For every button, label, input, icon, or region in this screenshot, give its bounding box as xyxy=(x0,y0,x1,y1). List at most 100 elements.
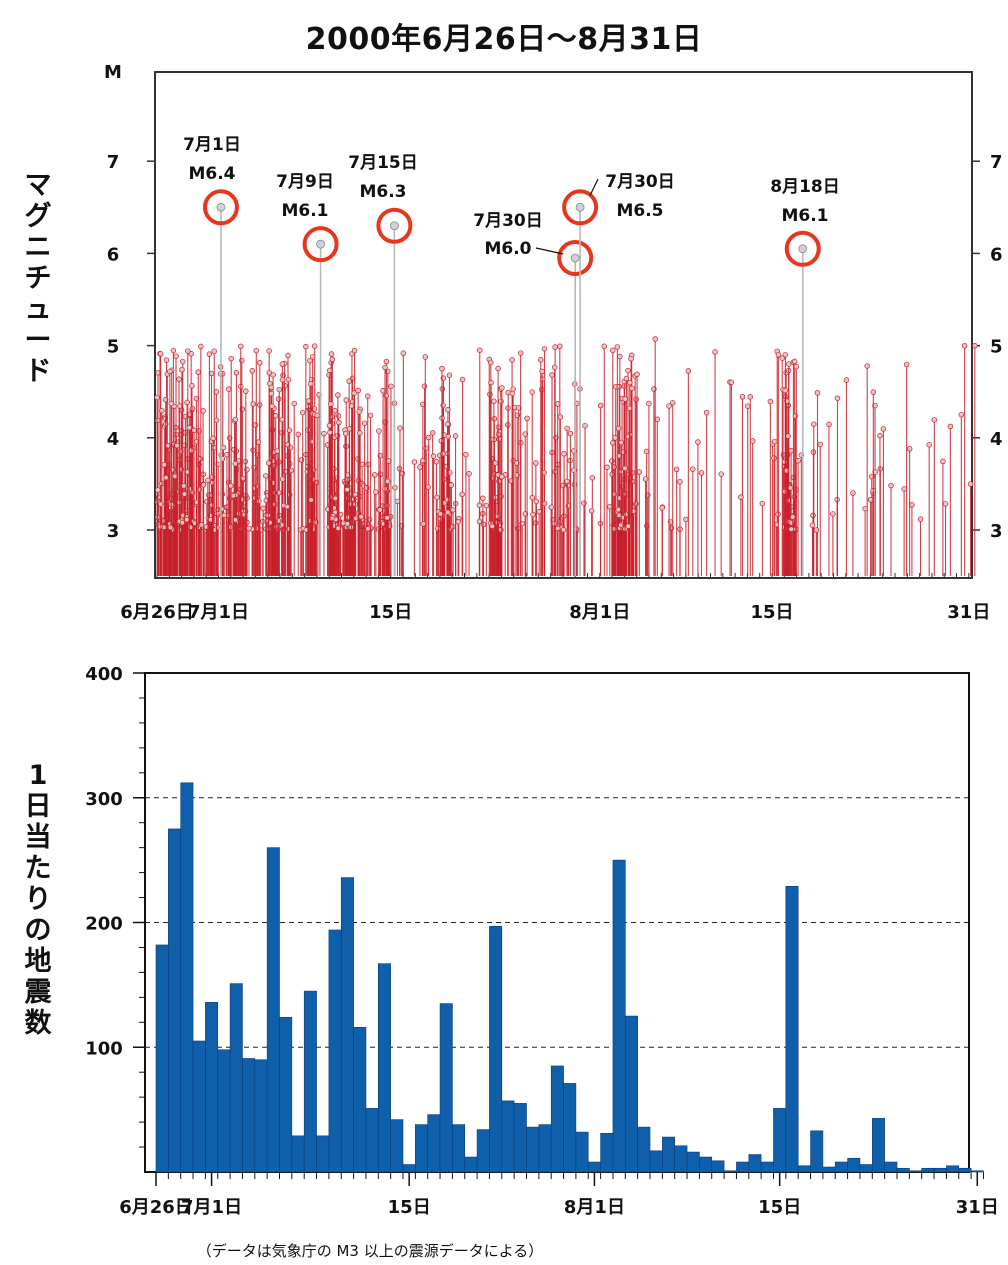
daily-count-ytick-label: 400 xyxy=(85,664,123,685)
magnitude-point xyxy=(198,522,205,528)
daily-count-axis-title: 1日当たりの地震数 xyxy=(24,760,52,1040)
magnitude-point xyxy=(206,492,212,498)
magnitude-point xyxy=(275,396,282,402)
magnitude-point xyxy=(328,401,334,407)
magnitude-point xyxy=(533,460,539,466)
major-event-point xyxy=(389,221,399,231)
daily-count-bar xyxy=(612,859,626,1173)
magnitude-point xyxy=(530,511,536,518)
magnitude-point xyxy=(445,433,452,440)
magnitude-point xyxy=(616,512,623,519)
magnitude-point xyxy=(399,470,406,477)
magnitude-point xyxy=(499,473,505,480)
magnitude-point xyxy=(618,522,624,528)
magnitude-point xyxy=(373,489,379,495)
daily-count-bar xyxy=(489,925,503,1173)
daily-count-bar xyxy=(439,1003,453,1173)
magnitude-point xyxy=(771,455,777,461)
magnitude-point xyxy=(200,482,207,488)
magnitude-point xyxy=(336,419,342,426)
daily-count-bar xyxy=(390,1119,404,1173)
magnitude-point xyxy=(228,355,234,362)
magnitude-point xyxy=(238,343,244,350)
magnitude-point xyxy=(434,494,440,501)
magnitude-point xyxy=(351,347,358,354)
magnitude-point xyxy=(309,376,315,383)
magnitude-point xyxy=(233,370,240,376)
magnitude-point xyxy=(790,514,796,520)
magnitude-point xyxy=(459,376,466,383)
major-event-magnitude-label: M6.0 xyxy=(484,239,531,259)
magnitude-point xyxy=(560,482,566,489)
magnitude-point xyxy=(622,491,629,497)
magnitude-point xyxy=(786,361,792,367)
daily-count-bar xyxy=(476,1129,490,1173)
magnitude-ytick-label-right: 7 xyxy=(990,152,1003,173)
magnitude-point xyxy=(383,358,390,365)
magnitude-point xyxy=(459,491,465,498)
daily-count-bar xyxy=(909,1170,922,1173)
daily-count-bar xyxy=(328,929,342,1173)
daily-count-bar xyxy=(723,1170,737,1173)
magnitude-ytick-label: 3 xyxy=(107,521,120,542)
magnitude-point xyxy=(834,395,841,401)
daily-count-bar xyxy=(921,1167,935,1173)
magnitude-point xyxy=(703,409,710,416)
magnitude-point xyxy=(698,470,705,476)
magnitude-point xyxy=(604,464,610,471)
magnitude-point xyxy=(788,448,794,454)
magnitude-point xyxy=(958,411,965,418)
magnitude-ytick-label: 5 xyxy=(107,337,120,358)
magnitude-point xyxy=(276,386,283,393)
magnitude-point xyxy=(239,357,245,364)
magnitude-point xyxy=(795,458,801,464)
magnitude-point xyxy=(597,402,604,409)
major-event-date-label: 8月18日 xyxy=(770,177,840,197)
magnitude-point xyxy=(210,435,216,441)
magnitude-point xyxy=(394,498,401,505)
magnitude-point xyxy=(972,342,978,349)
magnitude-point xyxy=(616,383,622,390)
magnitude-point xyxy=(813,527,820,533)
major-event-circle xyxy=(302,226,339,263)
magnitude-point xyxy=(491,398,497,405)
magnitude-point xyxy=(263,473,269,479)
magnitude-point xyxy=(557,414,564,420)
magnitude-point xyxy=(617,353,623,360)
daily-count-bar xyxy=(180,782,194,1173)
magnitude-point xyxy=(759,500,766,507)
magnitude-point xyxy=(157,501,164,507)
magnitude-point xyxy=(174,442,180,449)
magnitude-point xyxy=(931,417,938,423)
magnitude-point xyxy=(480,495,486,501)
daily-count-bar xyxy=(822,1166,836,1173)
magnitude-point xyxy=(348,403,355,409)
magnitude-point xyxy=(384,478,391,485)
daily-count-bar xyxy=(501,1100,515,1173)
magnitude-point xyxy=(623,375,630,382)
magnitude-point xyxy=(438,438,445,444)
magnitude-point xyxy=(771,438,778,445)
magnitude-point xyxy=(384,515,390,521)
daily-count-bar xyxy=(464,1156,478,1173)
magnitude-ytick-label: 4 xyxy=(107,429,120,450)
magnitude-point xyxy=(157,351,164,357)
magnitude-ytick-label-right: 3 xyxy=(990,521,1003,542)
magnitude-ytick-label: 6 xyxy=(107,244,120,265)
figure-title: 2000年6月26日〜8月31日 xyxy=(305,22,703,57)
daily-count-bar xyxy=(266,847,280,1173)
magnitude-point xyxy=(308,497,314,503)
daily-count-bar xyxy=(711,1160,725,1173)
magnitude-xtick-label: 15日 xyxy=(369,602,412,623)
magnitude-point xyxy=(787,485,794,491)
daily-count-xtick-label: 8月1日 xyxy=(564,1197,625,1218)
daily-count-bar xyxy=(884,1161,898,1173)
magnitude-point xyxy=(536,508,542,515)
daily-count-bar xyxy=(859,1164,873,1173)
magnitude-point xyxy=(179,367,185,373)
magnitude-point xyxy=(327,429,333,436)
magnitude-point xyxy=(926,441,932,448)
daily-count-bar xyxy=(402,1164,416,1173)
magnitude-point xyxy=(607,504,613,510)
